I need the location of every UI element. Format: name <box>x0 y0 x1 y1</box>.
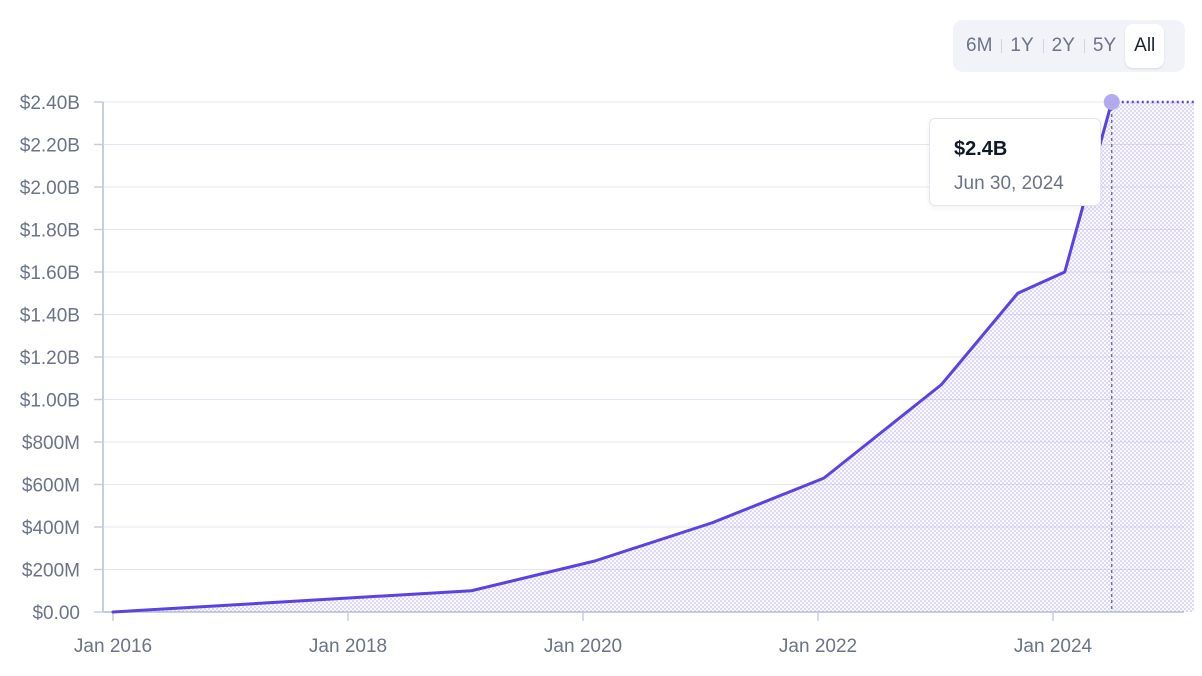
range-button-5y[interactable]: 5Y <box>1083 24 1125 68</box>
y-tick-label: $1.80B <box>20 221 80 242</box>
y-tick-label: $1.40B <box>20 306 80 327</box>
y-tick-label: $200M <box>22 561 80 582</box>
chart-tooltip: $2.4B Jun 30, 2024 <box>929 118 1101 206</box>
range-button-6m[interactable]: 6M <box>966 35 993 56</box>
range-button-1y[interactable]: 1Y <box>1001 24 1042 68</box>
range-button-2y[interactable]: 2Y <box>1042 24 1084 68</box>
series-line <box>111 100 1114 614</box>
y-tick-label: $1.20B <box>20 348 80 369</box>
y-tick-label: $2.20B <box>20 136 80 157</box>
y-tick-label: $0.00 <box>32 603 80 624</box>
y-tick-label: $1.00B <box>20 391 80 412</box>
range-button-all[interactable]: All <box>1125 24 1165 68</box>
x-tick-label: Jan 2018 <box>309 636 387 657</box>
time-range-selector: 6M 1Y 2Y 5Y All <box>953 20 1185 72</box>
tooltip-value: $2.4B <box>954 138 1008 160</box>
x-tick-label: Jan 2022 <box>779 636 857 657</box>
x-tick-label: Jan 2024 <box>1014 636 1093 657</box>
series-area <box>113 102 1194 612</box>
y-tick-label: $1.60B <box>20 263 80 284</box>
highlight-marker <box>1103 94 1120 110</box>
tooltip-date: Jun 30, 2024 <box>954 173 1064 194</box>
y-tick-label: $2.40B <box>20 93 80 114</box>
y-tick-label: $600M <box>22 476 80 497</box>
y-tick-label: $2.00B <box>20 178 80 199</box>
y-tick-label: $400M <box>22 518 80 539</box>
x-tick-label: Jan 2016 <box>74 636 152 657</box>
y-tick-label: $800M <box>22 433 80 454</box>
x-tick-label: Jan 2020 <box>544 636 622 657</box>
